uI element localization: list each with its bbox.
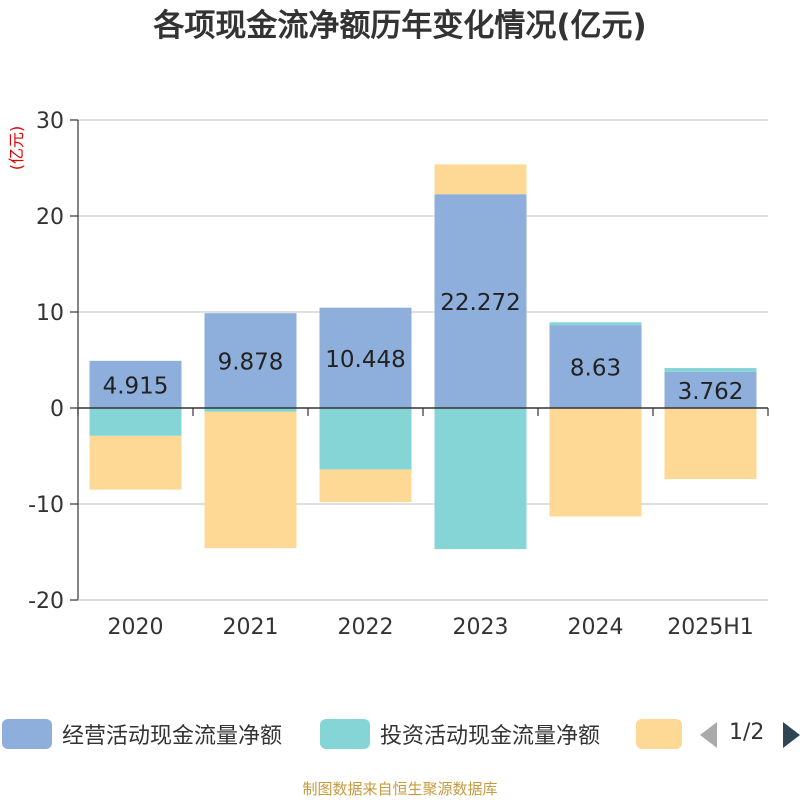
bar-series-3-2020 bbox=[89, 435, 182, 490]
data-label: 8.63 bbox=[570, 356, 621, 382]
chart-title: 各项现金流净额历年变化情况(亿元) bbox=[153, 8, 647, 44]
legend-swatch-third-series bbox=[636, 719, 682, 749]
bar-series-1-2020 bbox=[89, 360, 182, 408]
data-label: 4.915 bbox=[103, 373, 169, 399]
x-tick-label: 2024 bbox=[568, 615, 624, 640]
x-tick-label: 2025H1 bbox=[667, 615, 754, 640]
data-label: 22.272 bbox=[440, 290, 520, 316]
y-tick-label: 10 bbox=[36, 301, 64, 326]
legend-swatch-operating bbox=[2, 719, 52, 749]
legend-label-investing: 投资活动现金流量净额 bbox=[380, 724, 601, 749]
x-tick-label: 2020 bbox=[108, 615, 164, 640]
bar-series-3-2022 bbox=[319, 469, 412, 503]
bar-series-2-2024 bbox=[549, 322, 642, 326]
triangle-right-icon[interactable] bbox=[783, 722, 800, 748]
bar-series-2-2023 bbox=[434, 408, 527, 550]
bar-series-3-2024 bbox=[549, 408, 642, 517]
legend-item-third-series[interactable] bbox=[636, 714, 682, 754]
y-tick-label: 20 bbox=[36, 205, 64, 230]
bar-series-1-2024 bbox=[549, 325, 642, 408]
y-tick-label: 30 bbox=[36, 109, 64, 134]
data-label: 9.878 bbox=[218, 350, 284, 376]
legend-swatch-investing bbox=[320, 719, 370, 749]
y-tick-label: -10 bbox=[28, 493, 64, 518]
legend: 经营活动现金流量净额 投资活动现金流量净额 1/2 bbox=[0, 714, 800, 754]
bar-series-3-2023 bbox=[434, 164, 527, 195]
x-tick-label: 2023 bbox=[453, 615, 509, 640]
y-axis-label: (亿元) bbox=[7, 126, 26, 171]
bar-series-2-2021 bbox=[204, 408, 297, 412]
bar-series-3-2021 bbox=[204, 411, 297, 549]
bar-series-3-2025H1 bbox=[664, 408, 757, 480]
bar-series-1-2021 bbox=[204, 313, 297, 408]
data-label: 10.448 bbox=[325, 347, 405, 373]
legend-page-indicator: 1/2 bbox=[729, 720, 765, 745]
bar-series-2-2022 bbox=[319, 408, 412, 470]
bar-series-1-2022 bbox=[319, 307, 412, 408]
bar-series-1-2023 bbox=[434, 194, 527, 408]
triangle-left-icon[interactable] bbox=[700, 722, 717, 748]
data-label: 3.762 bbox=[678, 379, 744, 405]
bar-series-2-2025H1 bbox=[664, 368, 757, 372]
y-tick-label: 0 bbox=[50, 397, 64, 422]
data-source-note: 制图数据来自恒生聚源数据库 bbox=[302, 780, 498, 798]
bar-series-2-2020 bbox=[89, 408, 182, 436]
legend-label-operating: 经营活动现金流量净额 bbox=[62, 724, 283, 749]
bar-series-1-2025H1 bbox=[664, 371, 757, 408]
legend-item-operating[interactable]: 经营活动现金流量净额 bbox=[2, 714, 282, 754]
x-tick-label: 2022 bbox=[338, 615, 394, 640]
y-tick-label: -20 bbox=[28, 589, 64, 614]
legend-item-investing[interactable]: 投资活动现金流量净额 bbox=[320, 714, 600, 754]
x-tick-label: 2021 bbox=[223, 615, 279, 640]
